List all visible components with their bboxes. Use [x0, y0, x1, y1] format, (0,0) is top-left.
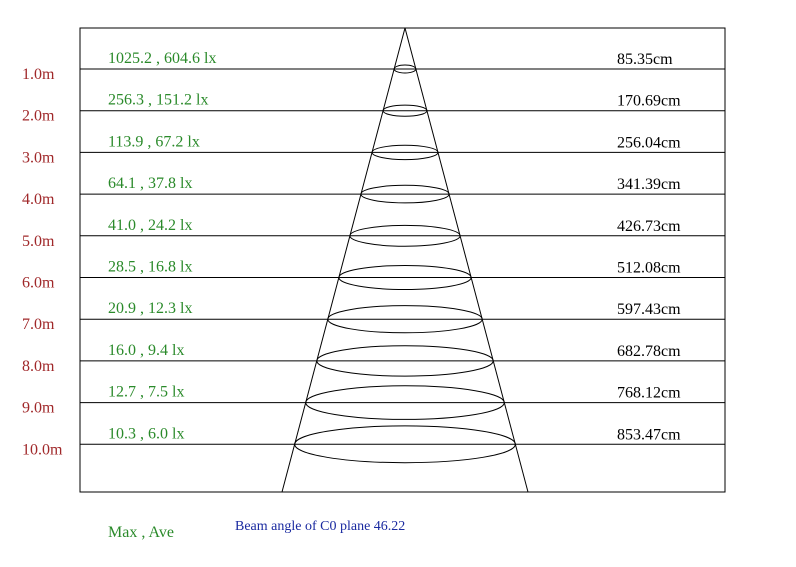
- distance-label: 9.0m: [22, 400, 55, 417]
- distance-label: 10.0m: [22, 441, 63, 458]
- beam-spot: [327, 305, 483, 334]
- beam-spot: [371, 144, 439, 161]
- illuminance-label: 64.1 , 37.8 lx: [108, 175, 192, 192]
- beam-spot: [305, 385, 505, 420]
- distance-label: 7.0m: [22, 316, 55, 333]
- beam-spot: [316, 345, 494, 377]
- illuminance-label: 113.9 , 67.2 lx: [108, 133, 200, 150]
- diameter-label: 768.12cm: [617, 385, 681, 402]
- diameter-label: 85.35cm: [617, 51, 673, 68]
- illuminance-label: 10.3 , 6.0 lx: [108, 425, 184, 442]
- diameter-label: 256.04cm: [617, 134, 681, 151]
- illuminance-label: 28.5 , 16.8 lx: [108, 259, 192, 276]
- illuminance-label: 41.0 , 24.2 lx: [108, 217, 192, 234]
- illuminance-label: 12.7 , 7.5 lx: [108, 384, 184, 401]
- cone-edge-left: [281, 27, 406, 493]
- distance-label: 5.0m: [22, 233, 55, 250]
- illuminance-label: 1025.2 , 604.6 lx: [108, 50, 216, 67]
- diameter-label: 853.47cm: [617, 426, 681, 443]
- illuminance-label: 16.0 , 9.4 lx: [108, 342, 184, 359]
- max-ave-label: Max , Ave: [108, 524, 174, 541]
- beam-spot: [349, 224, 461, 247]
- illuminance-label: 256.3 , 151.2 lx: [108, 92, 208, 109]
- beam-spot: [338, 265, 472, 290]
- beam-spot: [360, 184, 450, 204]
- diameter-label: 682.78cm: [617, 343, 681, 360]
- diameter-label: 341.39cm: [617, 176, 681, 193]
- frame: [79, 27, 726, 493]
- cone-edge-right: [404, 27, 529, 493]
- beam-spot: [393, 64, 417, 74]
- beam-spot: [294, 425, 516, 464]
- distance-label: 8.0m: [22, 358, 55, 375]
- diameter-label: 170.69cm: [617, 93, 681, 110]
- diameter-label: 512.08cm: [617, 260, 681, 277]
- diameter-label: 597.43cm: [617, 301, 681, 318]
- illuminance-label: 20.9 , 12.3 lx: [108, 300, 192, 317]
- distance-label: 2.0m: [22, 108, 55, 125]
- distance-label: 4.0m: [22, 191, 55, 208]
- distance-label: 6.0m: [22, 275, 55, 292]
- beam-angle-label: Beam angle of C0 plane 46.22: [235, 519, 405, 534]
- beam-spot: [382, 104, 428, 117]
- diameter-label: 426.73cm: [617, 218, 681, 235]
- distance-label: 1.0m: [22, 66, 55, 83]
- distance-label: 3.0m: [22, 149, 55, 166]
